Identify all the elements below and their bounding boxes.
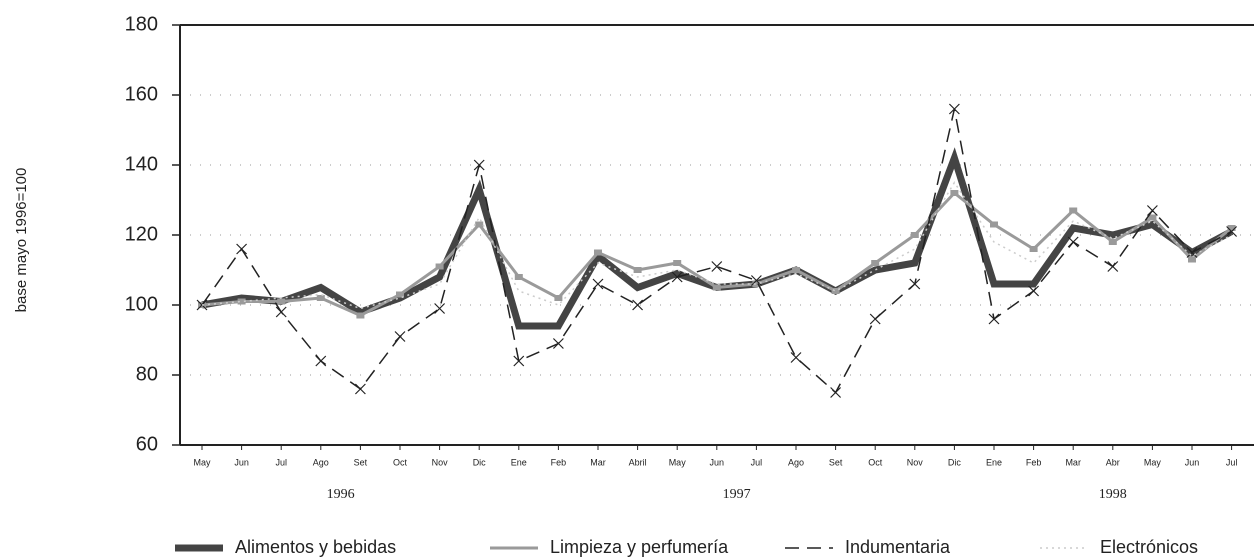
marker (236, 243, 248, 255)
x-tick-label: Ene (986, 457, 1002, 467)
marker (315, 355, 327, 367)
marker (830, 387, 842, 398)
marker (1069, 207, 1078, 214)
series-line (201, 108, 1232, 394)
marker (948, 103, 960, 115)
y-tick-label: 80 (136, 363, 158, 385)
x-tick-label: May (669, 457, 687, 467)
x-tick-label: Ago (313, 457, 329, 467)
x-tick-label: Jul (1226, 457, 1238, 467)
marker (354, 383, 366, 395)
marker (871, 260, 880, 266)
marker (275, 306, 287, 318)
marker (513, 355, 525, 367)
marker (671, 271, 683, 283)
x-tick-label: Jun (234, 457, 249, 467)
marker (1029, 246, 1038, 252)
marker (434, 303, 446, 314)
marker (1148, 214, 1157, 221)
marker (435, 263, 444, 270)
x-tick-label: Abril (629, 457, 647, 467)
marker (790, 352, 802, 363)
x-tick-label: Dic (473, 457, 486, 467)
x-tick-label: Set (829, 457, 843, 467)
year-label: 1997 (723, 487, 751, 502)
y-tick-label: 160 (125, 83, 158, 105)
marker (552, 338, 564, 349)
y-tick-label: 140 (125, 153, 158, 175)
marker (473, 159, 485, 171)
x-tick-label: Feb (1026, 457, 1042, 467)
x-tick-label: May (1144, 457, 1162, 467)
x-tick-label: Abr (1106, 457, 1120, 467)
y-tick-label: 100 (125, 293, 158, 315)
x-tick-label: Oct (868, 457, 883, 467)
marker (752, 281, 761, 287)
series-line (201, 181, 1232, 310)
x-tick-label: Nov (432, 457, 449, 467)
marker (356, 312, 365, 319)
year-label: 1998 (1099, 487, 1127, 502)
x-tick-label: Mar (590, 457, 606, 467)
marker (869, 313, 881, 325)
y-axis-label: base mayo 1996=100 (13, 168, 30, 313)
x-tick-label: Nov (907, 457, 924, 467)
x-tick-label: Dic (948, 457, 961, 467)
x-tick-label: Jun (1185, 457, 1200, 467)
year-label: 1996 (327, 487, 355, 502)
marker (1227, 225, 1236, 231)
marker (792, 267, 800, 273)
legend-label: Indumentaria (845, 537, 951, 557)
marker (394, 331, 406, 342)
marker (316, 295, 325, 301)
marker (1108, 239, 1117, 245)
marker (1107, 261, 1119, 272)
marker (554, 295, 563, 301)
marker (1146, 205, 1158, 216)
x-tick-label: Ago (788, 457, 804, 467)
y-tick-label: 120 (125, 223, 158, 245)
marker (396, 291, 404, 298)
series-line (201, 147, 1234, 330)
marker (1186, 247, 1198, 258)
x-tick-label: Feb (551, 457, 567, 467)
marker (909, 278, 921, 290)
y-tick-label: 180 (125, 13, 158, 35)
x-tick-label: Jul (751, 457, 763, 467)
marker (594, 249, 602, 256)
x-tick-label: May (193, 457, 211, 467)
marker (592, 278, 604, 290)
x-tick-label: Jul (275, 457, 287, 467)
marker (475, 221, 484, 228)
marker (632, 299, 644, 311)
marker (277, 298, 286, 305)
x-tick-label: Jun (710, 457, 725, 467)
x-tick-label: Mar (1065, 457, 1081, 467)
legend-label: Alimentos y bebidas (235, 537, 396, 557)
marker (750, 275, 762, 286)
marker (990, 221, 998, 228)
x-tick-label: Ene (511, 457, 527, 467)
legend-label: Limpieza y perfumería (550, 537, 729, 557)
marker (1226, 226, 1238, 237)
marker (1028, 285, 1040, 297)
marker (1067, 236, 1079, 248)
marker (237, 298, 246, 305)
marker (950, 190, 959, 196)
y-tick-label: 60 (136, 433, 158, 455)
legend-label: Electrónicos (1100, 537, 1198, 557)
marker (673, 260, 682, 266)
marker (988, 313, 1000, 325)
x-tick-label: Set (354, 457, 368, 467)
marker (711, 261, 723, 272)
marker (633, 267, 642, 273)
x-tick-label: Oct (393, 457, 408, 467)
marker (1188, 256, 1196, 263)
marker (831, 288, 840, 294)
marker (712, 284, 721, 291)
marker (910, 232, 919, 238)
marker (514, 274, 523, 280)
